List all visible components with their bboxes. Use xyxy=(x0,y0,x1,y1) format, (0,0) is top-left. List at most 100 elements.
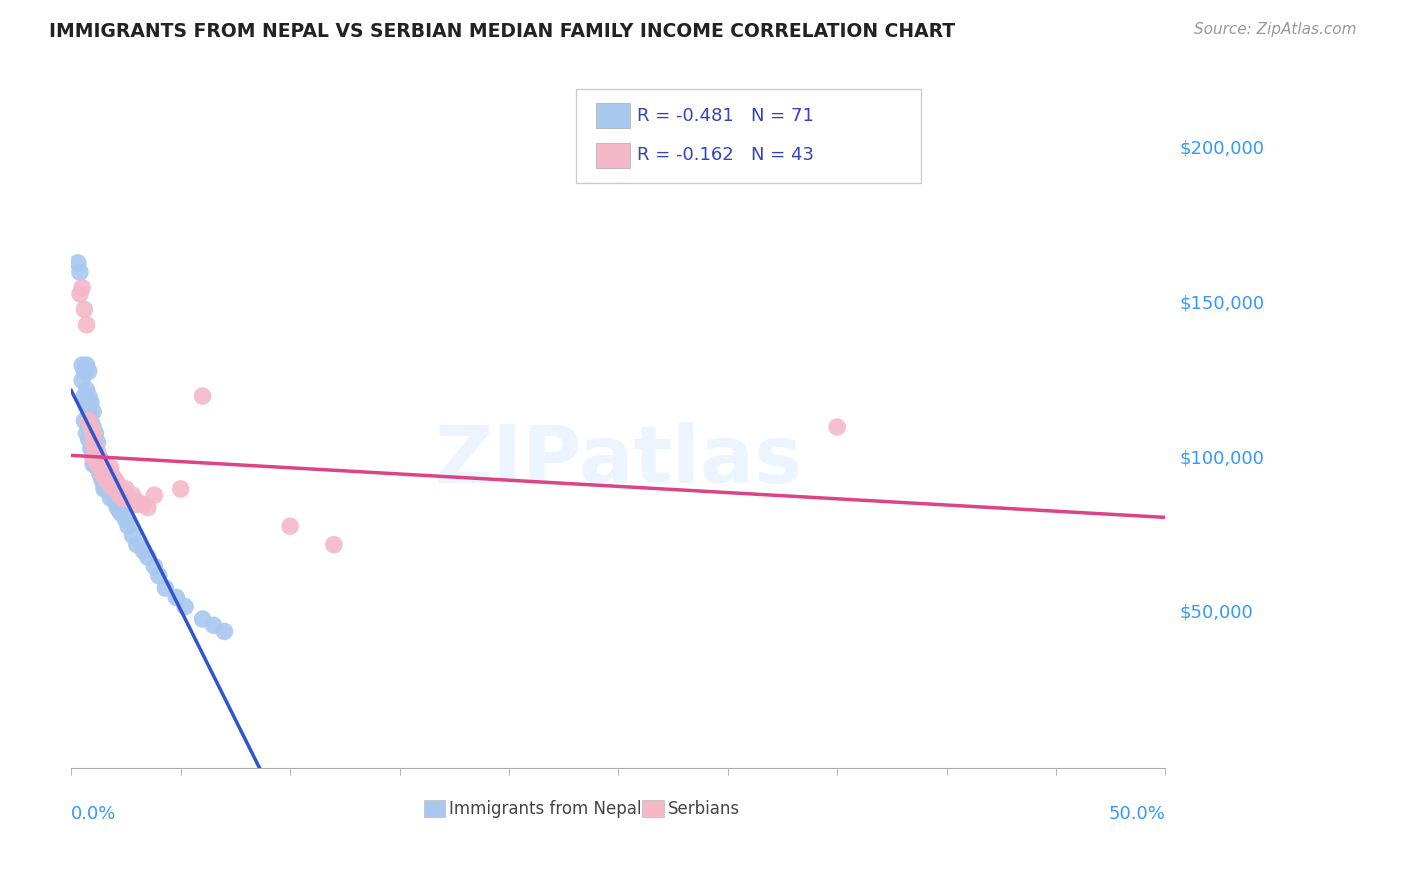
Text: Source: ZipAtlas.com: Source: ZipAtlas.com xyxy=(1194,22,1357,37)
Point xyxy=(101,488,124,502)
Point xyxy=(76,395,98,409)
Point xyxy=(191,389,214,403)
Point xyxy=(82,404,104,418)
Point xyxy=(117,519,139,533)
Point xyxy=(100,491,122,506)
Point xyxy=(82,426,104,441)
Point xyxy=(96,467,118,481)
Point xyxy=(89,450,111,465)
Point xyxy=(84,426,107,441)
Point xyxy=(96,482,118,496)
Point xyxy=(86,457,108,471)
Point xyxy=(121,528,143,542)
Point xyxy=(89,450,111,465)
Point xyxy=(73,364,96,378)
Point xyxy=(86,460,108,475)
Point xyxy=(148,568,170,582)
Point xyxy=(136,550,159,565)
Point xyxy=(86,445,108,459)
Point xyxy=(82,426,104,441)
Point xyxy=(84,442,107,456)
Text: 0.0%: 0.0% xyxy=(72,805,117,823)
Point xyxy=(825,420,848,434)
Point xyxy=(132,498,155,512)
Point xyxy=(174,599,197,614)
Point xyxy=(104,482,127,496)
Point xyxy=(93,473,115,487)
Point xyxy=(105,500,128,515)
Point xyxy=(96,473,118,487)
Point xyxy=(101,469,124,483)
Point xyxy=(96,473,118,487)
Point xyxy=(90,457,112,471)
Point xyxy=(125,538,148,552)
Point xyxy=(93,463,115,477)
Point xyxy=(89,467,111,481)
Point xyxy=(77,433,100,447)
Point xyxy=(76,426,98,441)
Point xyxy=(125,498,148,512)
Point xyxy=(80,395,103,409)
Text: Immigrants from Nepal: Immigrants from Nepal xyxy=(449,799,641,818)
Point xyxy=(115,513,138,527)
Point xyxy=(115,482,138,496)
Point xyxy=(93,482,115,496)
Point xyxy=(73,389,96,403)
Point xyxy=(80,442,103,456)
Point xyxy=(97,467,120,481)
Point xyxy=(82,435,104,450)
Point xyxy=(115,491,138,506)
Point xyxy=(86,460,108,475)
Point xyxy=(93,479,115,493)
Point xyxy=(80,435,103,450)
Point xyxy=(90,467,112,481)
Point xyxy=(121,488,143,502)
Text: IMMIGRANTS FROM NEPAL VS SERBIAN MEDIAN FAMILY INCOME CORRELATION CHART: IMMIGRANTS FROM NEPAL VS SERBIAN MEDIAN … xyxy=(49,22,955,41)
Point xyxy=(73,302,96,317)
Point xyxy=(108,482,131,496)
Point xyxy=(69,286,91,301)
Point xyxy=(82,457,104,471)
Point xyxy=(108,488,131,502)
Point xyxy=(202,618,225,632)
Point xyxy=(82,448,104,462)
FancyBboxPatch shape xyxy=(643,800,664,817)
Point xyxy=(278,519,301,533)
Point xyxy=(76,318,98,332)
Point xyxy=(69,265,91,279)
Text: $50,000: $50,000 xyxy=(1180,604,1253,622)
Point xyxy=(84,442,107,456)
Point xyxy=(90,467,112,481)
Point xyxy=(77,389,100,403)
Point xyxy=(77,404,100,418)
Point xyxy=(76,358,98,372)
Point xyxy=(136,500,159,515)
Point xyxy=(82,450,104,465)
Point xyxy=(143,559,166,574)
Text: $100,000: $100,000 xyxy=(1180,449,1264,467)
Text: $200,000: $200,000 xyxy=(1180,139,1264,157)
Point xyxy=(77,420,100,434)
Text: R = -0.162   N = 43: R = -0.162 N = 43 xyxy=(637,146,814,164)
Point xyxy=(76,383,98,397)
Point xyxy=(70,374,93,388)
Point xyxy=(86,435,108,450)
Point xyxy=(214,624,236,639)
Point xyxy=(90,457,112,471)
Text: 50.0%: 50.0% xyxy=(1108,805,1166,823)
Point xyxy=(84,457,107,471)
Point xyxy=(77,414,100,428)
Point xyxy=(82,450,104,465)
Point xyxy=(70,280,93,294)
FancyBboxPatch shape xyxy=(423,800,446,817)
Point xyxy=(100,479,122,493)
Point xyxy=(84,454,107,468)
Point xyxy=(66,256,89,270)
Text: ZIPatlas: ZIPatlas xyxy=(434,422,803,500)
Point xyxy=(110,488,132,502)
Point xyxy=(108,503,131,517)
Point xyxy=(97,482,120,496)
Point xyxy=(322,538,344,552)
Point xyxy=(70,358,93,372)
Point xyxy=(105,475,128,490)
